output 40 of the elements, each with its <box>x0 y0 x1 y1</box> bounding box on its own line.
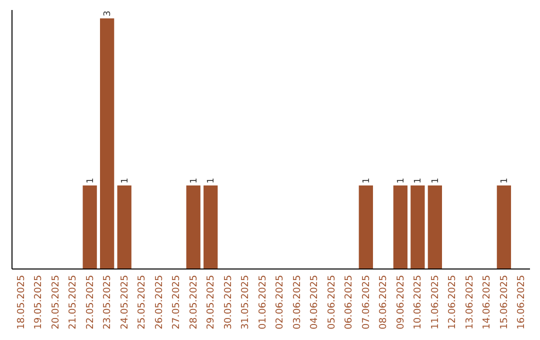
x-tick-label: 16.06.2025 <box>516 275 528 330</box>
x-tick-label: 20.05.2025 <box>50 275 62 330</box>
data-label: 1 <box>396 178 406 184</box>
data-label: 1 <box>86 178 96 184</box>
data-label: 1 <box>206 178 217 184</box>
x-tick-label: 22.05.2025 <box>84 275 96 330</box>
data-label: 1 <box>362 178 372 184</box>
data-label: 1 <box>430 178 441 184</box>
x-tick-label: 27.05.2025 <box>171 275 182 330</box>
x-tick-label: 10.06.2025 <box>412 275 424 330</box>
x-tick-label: 14.06.2025 <box>482 275 493 330</box>
x-tick-label: 07.06.2025 <box>360 275 372 330</box>
x-tick-label: 15.06.2025 <box>498 275 510 330</box>
x-tick-label: 25.05.2025 <box>136 275 148 330</box>
x-tick-label: 06.06.2025 <box>344 275 355 330</box>
x-tick-label: 31.05.2025 <box>240 275 252 330</box>
x-tick-label: 12.06.2025 <box>447 275 458 330</box>
data-label: 1 <box>189 178 200 184</box>
x-tick-label: 13.06.2025 <box>464 275 476 330</box>
x-tick-label: 02.06.2025 <box>274 275 286 330</box>
x-tick-label: 08.06.2025 <box>378 275 390 330</box>
x-tick-label: 28.05.2025 <box>188 275 200 330</box>
x-tick-label: 30.05.2025 <box>222 275 234 330</box>
x-tick-label: 04.06.2025 <box>309 275 320 330</box>
x-tick-label: 19.05.2025 <box>33 275 44 330</box>
x-tick-label: 03.06.2025 <box>292 275 303 330</box>
x-tick-label: 26.05.2025 <box>154 275 165 330</box>
x-tick-label: 05.06.2025 <box>326 275 338 330</box>
x-tick-label: 29.05.2025 <box>206 275 217 330</box>
data-label: 1 <box>500 178 510 184</box>
x-tick-label: 18.05.2025 <box>16 275 27 330</box>
x-tick-label: 23.05.2025 <box>102 275 114 330</box>
x-tick-label: 11.06.2025 <box>430 275 441 330</box>
data-label: 1 <box>414 178 424 184</box>
x-tick-label: 24.05.2025 <box>119 275 130 330</box>
data-label: 3 <box>103 10 114 16</box>
x-tick-label: 01.06.2025 <box>257 275 268 330</box>
data-label: 1 <box>120 178 130 184</box>
x-tick-label: 09.06.2025 <box>395 275 406 330</box>
x-tick-label: 21.05.2025 <box>68 275 79 330</box>
